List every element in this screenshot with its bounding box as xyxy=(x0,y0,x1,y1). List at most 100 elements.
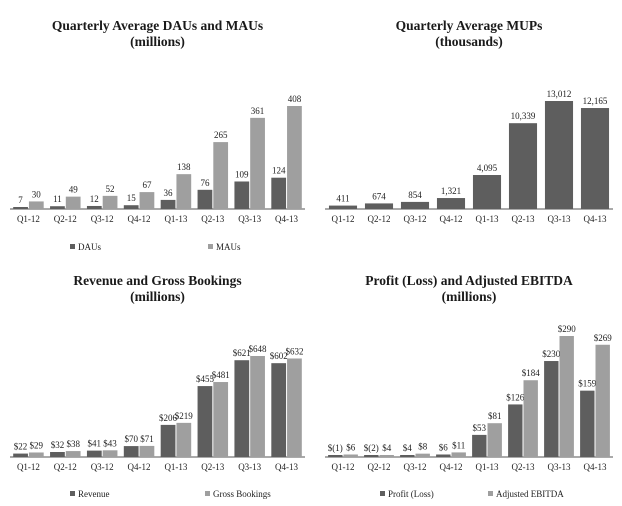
data-label: $602 xyxy=(270,351,288,361)
bar-daus xyxy=(13,207,28,209)
data-label: $32 xyxy=(51,440,65,450)
x-tick-label: Q3-12 xyxy=(91,462,114,472)
bar-adjusted-ebitda xyxy=(487,423,502,457)
bar-gross-bookings xyxy=(28,452,44,457)
data-label: 12,165 xyxy=(583,96,608,106)
bar-mups xyxy=(544,101,574,209)
bar-profit-loss- xyxy=(472,434,487,457)
bar-maus xyxy=(28,201,44,209)
bar-gross-bookings xyxy=(176,422,192,457)
x-tick-label: Q2-12 xyxy=(54,462,77,472)
x-tick-label: Q1-13 xyxy=(164,462,187,472)
bar-mups xyxy=(328,205,358,209)
bar-adjusted-ebitda xyxy=(343,454,358,457)
bar-revenue xyxy=(160,424,176,457)
data-label: $11 xyxy=(452,440,465,450)
legend-label: DAUs xyxy=(78,242,101,252)
chart-title-line: (millions) xyxy=(130,34,185,49)
x-tick-label: Q4-13 xyxy=(584,214,607,224)
bar-revenue xyxy=(50,452,65,457)
data-label: $81 xyxy=(488,411,502,421)
bar-profit-loss- xyxy=(508,404,523,457)
data-label: 411 xyxy=(336,194,349,204)
data-label: $(2) xyxy=(364,443,379,453)
bar-adjusted-ebitda xyxy=(523,380,538,457)
data-label: $648 xyxy=(249,344,268,354)
data-label: $71 xyxy=(140,434,154,444)
x-tick-label: Q3-12 xyxy=(91,214,114,224)
data-label: 109 xyxy=(235,169,249,179)
bar-gross-bookings xyxy=(213,382,229,457)
chart-title-line: Profit (Loss) and Adjusted EBITDA xyxy=(365,273,573,288)
data-label: 36 xyxy=(164,188,174,198)
data-label: $6 xyxy=(439,443,449,453)
data-label: 124 xyxy=(272,166,286,176)
chart-title-line: (millions) xyxy=(442,289,497,304)
bar-mups xyxy=(508,123,538,209)
bar-mups xyxy=(472,175,502,209)
data-label: 361 xyxy=(251,106,265,116)
bar-daus xyxy=(197,189,213,209)
bar-maus xyxy=(213,142,229,209)
data-label: $206 xyxy=(159,413,178,423)
x-tick-label: Q4-13 xyxy=(584,462,607,472)
bar-gross-bookings xyxy=(250,356,265,457)
mups-chart: Quarterly Average MUPs(thousands) 411 Q1-1… xyxy=(325,18,613,224)
bar-maus xyxy=(287,106,302,209)
data-label: $290 xyxy=(558,324,577,334)
data-label: $481 xyxy=(212,370,230,380)
data-label: 4,095 xyxy=(477,163,498,173)
x-tick-label: Q4-12 xyxy=(128,462,151,472)
x-tick-label: Q2-12 xyxy=(368,462,391,472)
bar-maus xyxy=(65,196,81,209)
x-tick-label: Q3-13 xyxy=(238,462,261,472)
x-tick-label: Q1-12 xyxy=(17,462,40,472)
data-label: $8 xyxy=(418,442,428,452)
data-label: 7 xyxy=(18,195,23,205)
data-label: $29 xyxy=(30,440,44,450)
x-tick-label: Q2-13 xyxy=(201,462,224,472)
data-label: $230 xyxy=(542,349,561,359)
chart-title-line: (thousands) xyxy=(435,34,503,49)
data-label: 12 xyxy=(90,194,99,204)
legend-swatch xyxy=(380,491,385,496)
bar-mups xyxy=(364,203,394,209)
bar-adjusted-ebitda xyxy=(415,453,430,457)
x-tick-label: Q3-12 xyxy=(404,462,427,472)
bar-revenue xyxy=(197,386,213,457)
data-label: 854 xyxy=(408,190,422,200)
x-tick-label: Q1-12 xyxy=(17,214,40,224)
data-label: $6 xyxy=(346,443,356,453)
bar-mups xyxy=(436,198,466,209)
bar-profit-loss- xyxy=(436,454,451,457)
legend-swatch xyxy=(70,244,75,249)
x-tick-label: Q4-12 xyxy=(128,214,151,224)
dau-mau-chart: Quarterly Average DAUs and MAUs(millions… xyxy=(10,18,305,252)
profit-chart: Profit (Loss) and Adjusted EBITDA(millio… xyxy=(325,273,613,499)
legend-label: Profit (Loss) xyxy=(388,489,434,499)
bar-profit-loss- xyxy=(328,455,343,457)
chart-title-line: Quarterly Average MUPs xyxy=(396,18,543,33)
data-label: 10,339 xyxy=(511,111,536,121)
x-tick-label: Q1-13 xyxy=(476,462,499,472)
data-label: 674 xyxy=(372,191,386,201)
bar-daus xyxy=(50,206,65,209)
data-label: 1,321 xyxy=(441,186,461,196)
bar-daus xyxy=(160,199,176,209)
x-tick-label: Q3-13 xyxy=(548,462,571,472)
bar-daus xyxy=(86,205,102,209)
bar-gross-bookings xyxy=(102,450,118,457)
bar-maus xyxy=(139,192,155,209)
x-tick-label: Q4-12 xyxy=(440,462,463,472)
legend-swatch xyxy=(205,491,210,496)
x-tick-label: Q3-12 xyxy=(404,214,427,224)
data-label: 408 xyxy=(288,94,302,104)
bar-adjusted-ebitda xyxy=(595,344,610,457)
bar-mups xyxy=(580,108,610,209)
legend-label: MAUs xyxy=(216,242,241,252)
bar-maus xyxy=(176,174,192,209)
bar-profit-loss- xyxy=(364,455,379,457)
data-label: 15 xyxy=(127,193,137,203)
data-label: $41 xyxy=(88,439,102,449)
